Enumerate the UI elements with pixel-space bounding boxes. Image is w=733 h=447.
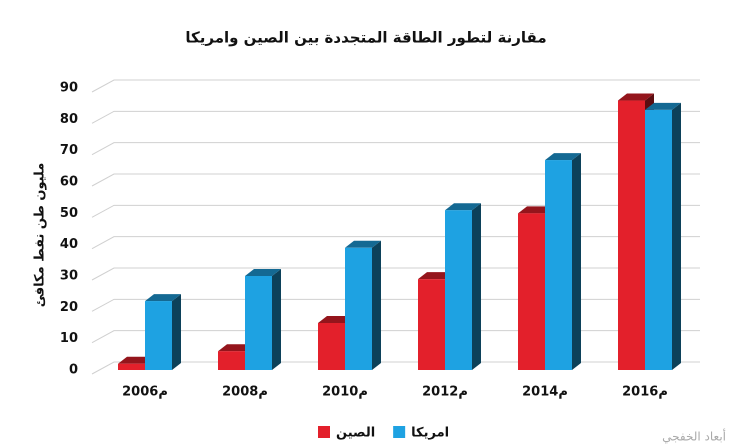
bar-side xyxy=(472,203,481,370)
legend-swatch xyxy=(318,426,330,438)
bar-side xyxy=(372,240,381,370)
bar-top xyxy=(345,240,381,248)
legend-label: الصين xyxy=(336,426,375,441)
watermark: أبعاد الخفجي xyxy=(662,429,726,444)
grid-line xyxy=(91,298,700,312)
y-tick-label: 0 xyxy=(69,363,78,378)
grid-line xyxy=(91,79,700,93)
bar-top xyxy=(445,203,481,211)
grid-line xyxy=(91,173,700,187)
bar-top xyxy=(145,294,181,302)
bar xyxy=(245,276,272,370)
bar xyxy=(445,210,472,370)
bar xyxy=(418,279,445,370)
grid-line xyxy=(91,236,700,250)
y-axis-label: مليون طن نفط مكافئ xyxy=(33,163,48,308)
legend-label: امريكا xyxy=(411,426,449,441)
bar-side xyxy=(272,269,281,370)
x-tick-label: 2014م xyxy=(522,385,568,400)
bar xyxy=(618,100,645,371)
bar-top xyxy=(645,102,681,110)
y-tick-label: 50 xyxy=(60,206,78,221)
y-tick-label: 40 xyxy=(60,237,78,252)
chart-title: مقارنة لتطور الطاقة المتجددة بين الصين و… xyxy=(185,29,546,47)
bar-top xyxy=(545,153,581,161)
y-tick-label: 90 xyxy=(60,81,78,96)
bar xyxy=(318,323,345,370)
y-tick-label: 70 xyxy=(60,143,78,158)
y-tick-label: 30 xyxy=(60,269,78,284)
y-tick-label: 10 xyxy=(60,331,78,346)
bar xyxy=(218,351,245,370)
bar xyxy=(145,301,172,370)
bar xyxy=(518,213,545,370)
bar xyxy=(545,160,572,370)
grid-line xyxy=(91,330,700,344)
y-tick-label: 80 xyxy=(60,112,78,127)
x-tick-label: 2012م xyxy=(422,385,468,400)
grid-line xyxy=(91,110,700,124)
legend-swatch xyxy=(393,426,406,438)
grid-line xyxy=(91,361,700,375)
bar xyxy=(345,247,372,370)
bar-top xyxy=(618,93,654,101)
grid-line xyxy=(91,142,700,156)
bar xyxy=(645,109,672,370)
y-tick-label: 60 xyxy=(60,175,78,190)
x-tick-label: 2010م xyxy=(322,385,368,400)
x-tick-label: 2008م xyxy=(222,385,268,400)
grid-line xyxy=(91,204,700,218)
y-tick-label: 20 xyxy=(60,300,78,315)
x-tick-label: 2006م xyxy=(122,385,168,400)
x-tick-label: 2016م xyxy=(622,385,668,400)
bar-side xyxy=(672,102,681,370)
bar-top xyxy=(245,269,281,276)
bar-side xyxy=(172,294,181,370)
grid-line xyxy=(91,267,700,281)
bar xyxy=(118,363,145,370)
bar-side xyxy=(572,153,581,370)
